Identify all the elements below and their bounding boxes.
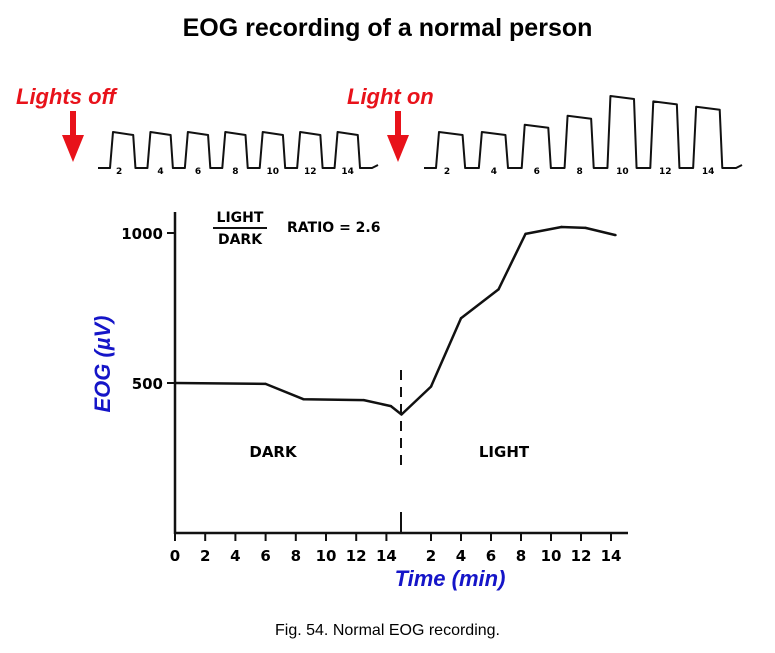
raw-trace-dark: 2 4 6 8 10 12 14 <box>98 131 379 177</box>
raw-trace-tick-label: 14 <box>702 167 715 177</box>
light-on-label: Light on <box>347 84 434 109</box>
data-point <box>400 413 403 416</box>
x-tick-label: 6 <box>260 547 270 565</box>
raw-trace-tick-label: 8 <box>576 167 582 177</box>
x-tick-label: 8 <box>516 547 526 565</box>
x-tick-label: 6 <box>486 547 496 565</box>
raw-trace-tick-label: 2 <box>116 167 122 177</box>
y-tick-label: 500 <box>132 375 163 393</box>
raw-trace-tick-label: 2 <box>444 167 450 177</box>
x-tick-label: 12 <box>346 547 367 565</box>
x-tick-label: 4 <box>456 547 466 565</box>
x-tick-label: 4 <box>230 547 240 565</box>
data-point <box>302 398 305 401</box>
raw-trace-light: 2 4 6 8 10 12 14 <box>424 95 743 177</box>
raw-trace-tick-label: 4 <box>157 167 163 177</box>
raw-trace-tick-label: 12 <box>659 167 672 177</box>
eog-series <box>173 225 617 416</box>
light-on-arrow <box>387 111 409 162</box>
x-tick-label: 14 <box>376 547 397 565</box>
x-tick-label: 2 <box>426 547 436 565</box>
raw-trace-line <box>424 95 743 169</box>
x-axis-ticks: 0 2 4 6 8 10 12 14 2 4 6 8 10 12 14 <box>170 533 622 565</box>
x-axis-title: Time (min) <box>394 566 506 591</box>
ratio-value: RATIO = 2.6 <box>287 220 380 236</box>
x-tick-label: 12 <box>571 547 592 565</box>
light-phase-label: LIGHT <box>479 443 530 461</box>
data-point <box>173 381 177 385</box>
page-title: EOG recording of a normal person <box>182 14 593 42</box>
y-tick-label: 1000 <box>121 225 163 243</box>
y-axis-title: EOG (µV) <box>90 315 115 413</box>
x-tick-label: 0 <box>170 547 180 565</box>
data-point <box>362 398 365 402</box>
ratio-numerator: LIGHT <box>217 210 264 226</box>
x-tick-label: 10 <box>541 547 562 565</box>
x-tick-label: 14 <box>601 547 622 565</box>
x-tick-label: 2 <box>200 547 210 565</box>
data-point <box>614 233 617 237</box>
data-point <box>584 226 587 230</box>
raw-trace-tick-label: 12 <box>304 167 317 177</box>
x-tick-label: 8 <box>291 547 301 565</box>
raw-trace-tick-label: 8 <box>232 167 238 177</box>
data-point <box>560 225 563 229</box>
raw-trace-tick-label: 14 <box>341 167 354 177</box>
data-point <box>389 404 393 408</box>
raw-trace-line <box>98 131 379 169</box>
lights-off-label: Lights off <box>16 84 116 109</box>
data-point <box>429 385 433 388</box>
ratio-denominator: DARK <box>218 232 263 248</box>
data-point <box>497 288 500 291</box>
eog-series-line <box>174 225 616 416</box>
data-point <box>524 232 527 236</box>
raw-trace-tick-label: 6 <box>534 167 540 177</box>
dark-phase-label: DARK <box>249 443 298 461</box>
data-point <box>264 382 267 386</box>
raw-trace-tick-label: 10 <box>616 167 629 177</box>
raw-trace-tick-label: 10 <box>267 167 280 177</box>
figure-caption: Fig. 54. Normal EOG recording. <box>275 622 500 639</box>
raw-trace-tick-label: 6 <box>195 167 201 177</box>
lights-off-arrow <box>62 111 84 162</box>
data-point <box>459 317 463 320</box>
x-tick-label: 10 <box>316 547 337 565</box>
raw-trace-tick-label: 4 <box>491 167 497 177</box>
